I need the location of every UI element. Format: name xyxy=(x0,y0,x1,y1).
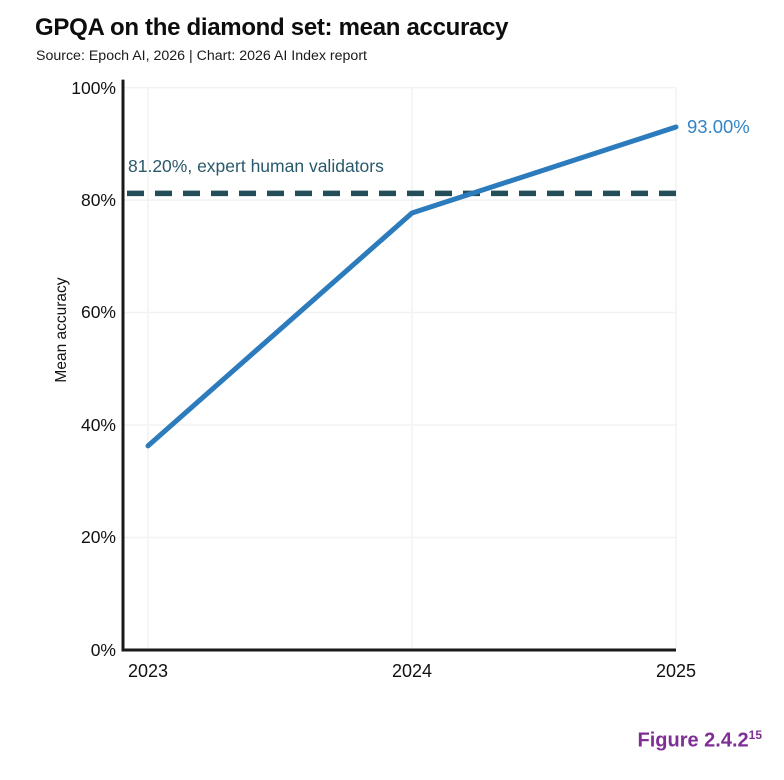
figure-caption-text: Figure 2.4.2 xyxy=(637,729,749,752)
y-tick-100: 100% xyxy=(71,78,116,98)
chart-subtitle: Source: Epoch AI, 2026 | Chart: 2026 AI … xyxy=(36,48,367,64)
threshold-annotation: 81.20%, expert human validators xyxy=(128,156,384,176)
x-tick-2023: 2023 xyxy=(127,661,169,681)
figure-caption-footnote-ref: 15 xyxy=(748,728,762,742)
chart-title: GPQA on the diamond set: mean accuracy xyxy=(35,14,509,41)
series-end-value-label: 93.00% xyxy=(687,116,750,137)
y-tick-20: 20% xyxy=(80,527,116,547)
y-tick-40: 40% xyxy=(80,415,116,435)
x-tick-2025: 2025 xyxy=(655,661,697,681)
figure-caption: Figure 2.4.215 xyxy=(637,722,762,752)
y-tick-0: 0% xyxy=(90,640,116,660)
y-tick-60: 60% xyxy=(80,302,116,322)
y-axis-title: Mean accuracy xyxy=(53,277,70,383)
y-tick-80: 80% xyxy=(80,190,116,210)
x-tick-2024: 2024 xyxy=(391,661,433,681)
